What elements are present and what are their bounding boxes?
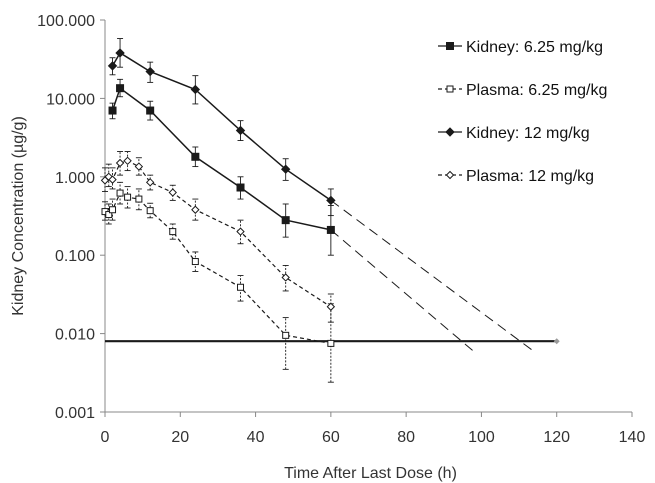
x-tick-label: 60	[322, 429, 340, 446]
data-point	[282, 331, 290, 339]
series-4	[100, 151, 336, 323]
data-point	[105, 211, 113, 219]
data-point	[116, 189, 124, 197]
data-point	[168, 188, 177, 197]
data-point	[281, 273, 290, 282]
data-point	[107, 61, 118, 71]
data-point	[146, 106, 155, 115]
data-point	[236, 183, 245, 192]
legend-label: Plasma: 6.25 mg/kg	[466, 82, 607, 99]
y-tick-label: 0.010	[55, 327, 95, 344]
legend-label: Kidney: 6.25 mg/kg	[466, 39, 603, 56]
data-point	[191, 205, 200, 214]
series-line	[111, 86, 332, 231]
series-line	[111, 51, 332, 202]
x-tick-label: 0	[101, 429, 110, 446]
data-point	[145, 66, 155, 77]
data-point	[109, 206, 117, 214]
y-tick-label: 0.001	[55, 405, 95, 422]
data-point	[191, 152, 200, 161]
y-tick-label: 1.000	[55, 170, 95, 187]
data-point	[190, 84, 201, 95]
series-line	[104, 192, 332, 344]
x-tick-label: 80	[397, 429, 415, 446]
data-point	[169, 228, 177, 236]
series-group	[100, 38, 336, 383]
x-tick-label: 100	[468, 429, 495, 446]
series-3	[107, 38, 336, 217]
data-point	[124, 193, 132, 201]
axes: 0 20 40 60 80 100 120 140 0.001 0.010 0.100 1.000 10…	[10, 13, 645, 482]
data-point	[236, 227, 245, 236]
legend-swatch-marker	[446, 85, 454, 93]
data-point	[135, 195, 143, 203]
data-point	[108, 106, 117, 115]
y-tick-label: 0.100	[55, 248, 95, 265]
data-point	[146, 207, 154, 215]
y-axis-title: Kidney Concentration (µg/g)	[10, 116, 27, 316]
data-point	[115, 158, 125, 168]
series-line	[104, 160, 332, 308]
data-point	[281, 216, 290, 225]
y-tick-label: 10.000	[46, 91, 95, 108]
y-tick-label: 100.000	[37, 13, 95, 30]
legend-item: Kidney: 6.25 mg/kg	[438, 39, 603, 56]
data-point	[123, 156, 132, 166]
data-point	[326, 225, 335, 234]
data-point	[327, 339, 335, 347]
data-point	[134, 162, 144, 171]
x-tick-label: 120	[543, 429, 570, 446]
extrapolation-line	[330, 199, 535, 352]
legend-swatch-marker	[445, 127, 455, 137]
legend-label: Kidney: 12 mg/kg	[466, 125, 590, 142]
reference-line-end-marker	[553, 338, 560, 345]
data-point	[108, 175, 117, 184]
data-point	[326, 195, 336, 206]
legend-item: Plasma: 6.25 mg/kg	[438, 82, 607, 99]
legend-item: Kidney: 12 mg/kg	[438, 125, 590, 142]
legend-item: Plasma: 12 mg/kg	[438, 168, 594, 185]
series-1	[108, 78, 335, 256]
legend-label: Plasma: 12 mg/kg	[466, 168, 594, 185]
series-2	[101, 181, 335, 383]
legend-swatch-marker	[446, 42, 454, 50]
data-point	[326, 302, 336, 311]
reference-lines	[105, 199, 560, 352]
legend: Kidney: 6.25 mg/kg Plasma: 6.25 mg/kg Kidn…	[438, 39, 607, 185]
data-point	[191, 258, 199, 266]
data-point	[115, 48, 125, 58]
data-point	[145, 178, 155, 187]
data-point	[116, 84, 125, 93]
legend-swatch-marker	[445, 170, 455, 180]
x-axis-title: Time After Last Dose (h)	[284, 465, 457, 482]
x-tick-label: 40	[247, 429, 265, 446]
x-tick-label: 20	[171, 429, 189, 446]
data-point	[237, 283, 245, 291]
data-point	[280, 164, 291, 174]
data-point	[235, 125, 246, 136]
x-tick-label: 140	[619, 429, 646, 446]
